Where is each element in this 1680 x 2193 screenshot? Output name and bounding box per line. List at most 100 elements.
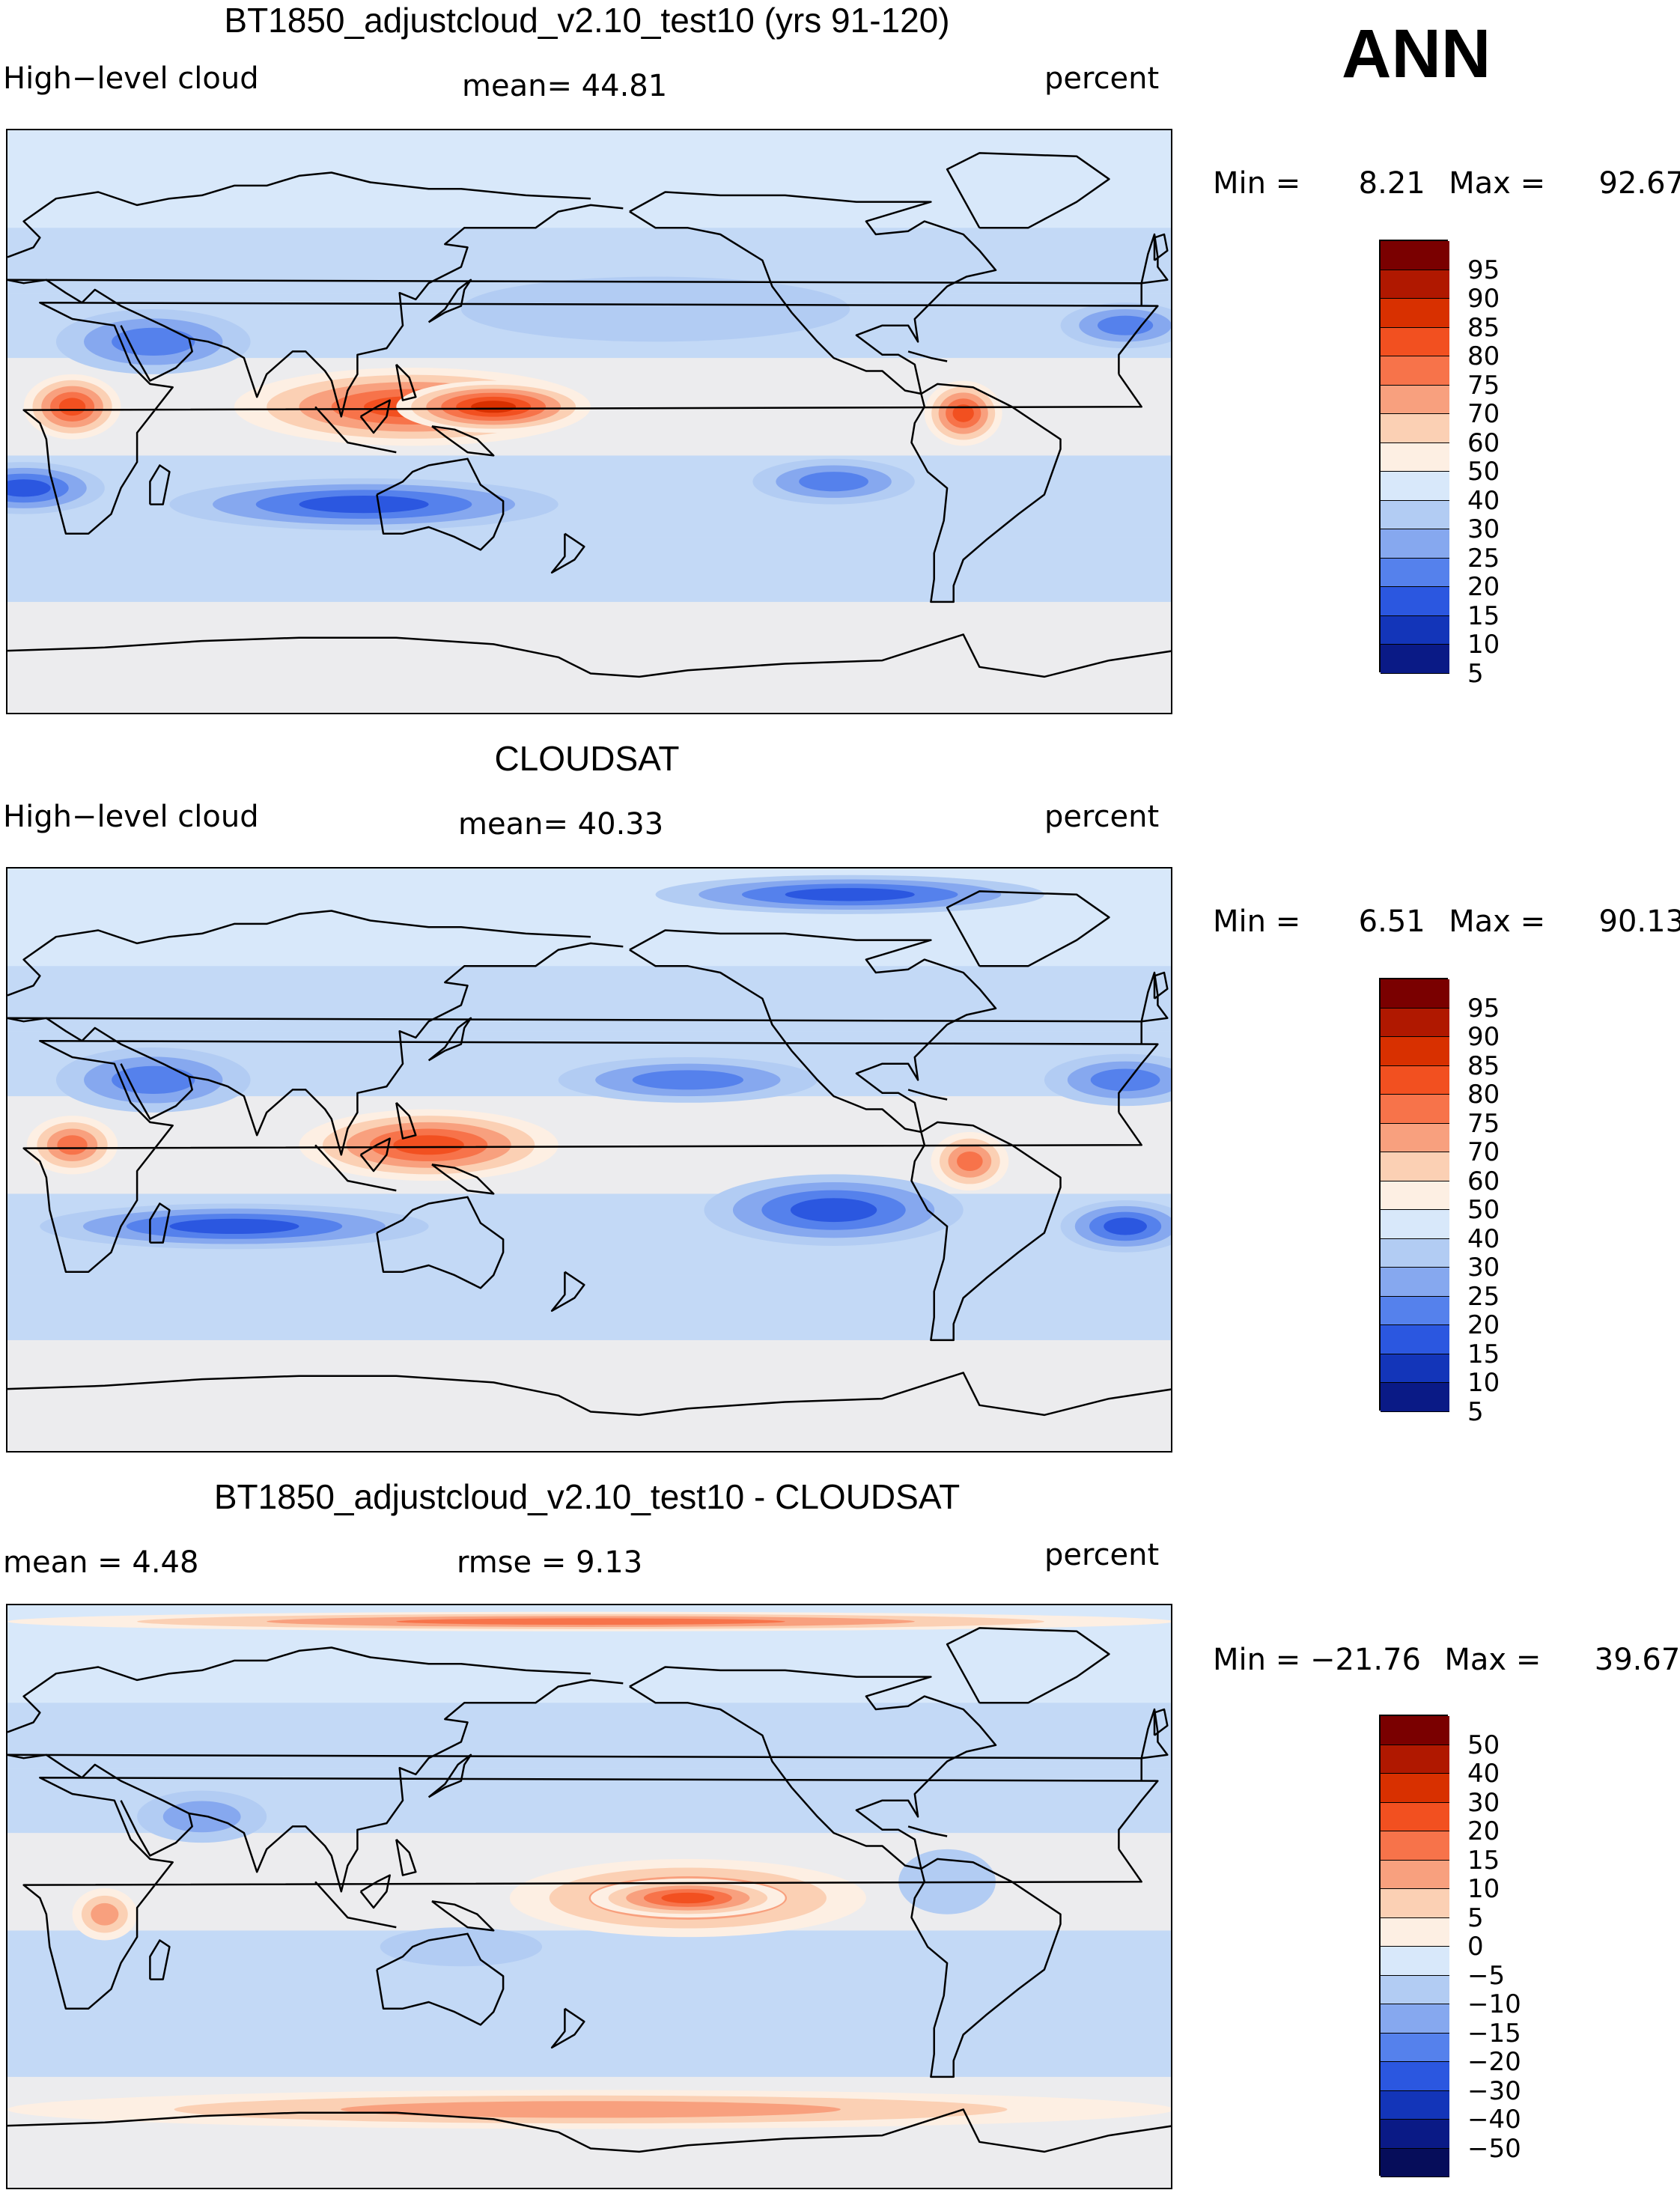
colorbar-swatch [1381,1354,1449,1383]
colorbar-label: 0 [1467,1932,1484,1962]
panel-3-minmax: Min = −21.76 Max = 39.67 [1213,1643,1680,1677]
colorbar-label: −15 [1467,2018,1521,2048]
coastline [359,399,391,434]
colorbar-label: 5 [1467,658,1484,689]
coastline [910,1121,1062,1342]
field-contour [460,276,850,342]
coastline [395,1101,417,1140]
colorbar-label: 40 [1467,1759,1500,1789]
colorbar-swatch [1381,1889,1449,1918]
coastline [1140,971,1169,1044]
coastline [629,1666,997,1870]
coastline [120,1063,193,1120]
colorbar-swatch [1381,1037,1449,1066]
colorbar-label: 50 [1467,1195,1500,1225]
field-band [7,601,1171,713]
field-contour [632,1070,744,1090]
panel-1-minmax: Min = 8.21 Max = 92.67 [1213,166,1680,201]
colorbar-label: −30 [1467,2075,1521,2106]
panel-3-min-value: −21.76 [1309,1643,1421,1677]
coastline [427,1017,472,1062]
panel-2-units: percent [1044,800,1160,834]
field-contour [1097,315,1154,335]
colorbar-label: 30 [1467,1787,1500,1818]
colorbar-label: 20 [1467,572,1500,602]
colorbar-label: 60 [1467,1166,1500,1196]
colorbar-label: −20 [1467,2047,1521,2077]
colorbar-swatch [1381,1947,1449,1976]
field-contour [785,888,915,901]
panel-1-variable: High−level cloud [3,61,259,96]
colorbar-swatch [1381,241,1449,270]
colorbar-label: 20 [1467,1816,1500,1846]
colorbar-label: 10 [1467,1368,1500,1398]
panel-3-max-label: Max = [1444,1643,1541,1677]
colorbar-label: 15 [1467,1339,1500,1369]
coastline [22,1040,1159,1273]
colorbar-swatch [1381,414,1449,443]
colorbar-label: 15 [1467,1845,1500,1876]
field-band [7,1339,1171,1451]
coastline [946,152,1110,229]
panel-1-units: percent [1044,61,1160,96]
colorbar-label: −40 [1467,2105,1521,2135]
coastline [314,406,397,454]
coastline [907,1825,948,1837]
colorbar-swatch [1381,1860,1449,1889]
coastline [427,1754,472,1798]
colorbar-frame [1379,978,1449,1412]
colorbar-label: 70 [1467,1137,1500,1167]
colorbar-swatch [1381,558,1449,587]
colorbar-swatch [1381,645,1449,674]
colorbar-swatch [1381,1210,1449,1239]
colorbar-label: 50 [1467,1730,1500,1760]
coastline [7,2108,1171,2153]
coastline [946,890,1110,967]
colorbar-label: 25 [1467,1281,1500,1312]
field-contour [1104,1217,1147,1235]
coastline [22,1777,1159,2010]
colorbar-swatch [1381,1802,1449,1831]
colorbar-swatch [1381,1181,1449,1210]
colorbar-swatch [1381,1716,1449,1745]
field-band [7,1930,1171,2013]
colorbar-swatch [1381,1008,1449,1037]
coastline [7,910,591,997]
colorbar-swatch [1381,385,1449,414]
colorbar-label: 85 [1467,312,1500,343]
colorbar-label: −50 [1467,2133,1521,2164]
colorbar-label: 80 [1467,1080,1500,1110]
coastline [376,457,505,551]
coastline [359,1874,391,1909]
panel-2-min-value: 6.51 [1358,904,1425,939]
field-contour [790,1198,877,1223]
coastline [629,191,997,395]
coastline [314,1881,397,1929]
colorbar-swatch [1381,529,1449,559]
field-band [7,2012,1171,2077]
coastline [427,279,472,323]
colorbar-label: 30 [1467,1253,1500,1283]
colorbar-swatch [1381,500,1449,529]
colorbar-swatch [1381,2004,1449,2034]
coastline [629,929,997,1134]
coastline [1140,1708,1169,1781]
colorbar-label: 10 [1467,630,1500,660]
panel-1-max-value: 92.67 [1598,166,1680,201]
colorbar-swatch [1381,1774,1449,1803]
field-contour [169,1218,299,1235]
coastline [1140,233,1169,306]
colorbar-swatch [1381,1123,1449,1152]
colorbar-swatch [1381,615,1449,645]
field-contour [471,401,517,413]
colorbar-swatch [1381,1296,1449,1325]
colorbar-swatch [1381,356,1449,386]
colorbar-swatch [1381,1095,1449,1124]
field-contour [7,479,51,497]
panel-3-rmse: rmse = 9.13 [457,1545,643,1580]
colorbar-label: 60 [1467,428,1500,458]
colorbar-label: −5 [1467,1960,1506,1991]
panel-2-minmax: Min = 6.51 Max = 90.13 [1213,904,1680,939]
colorbar-swatch [1381,1238,1449,1268]
